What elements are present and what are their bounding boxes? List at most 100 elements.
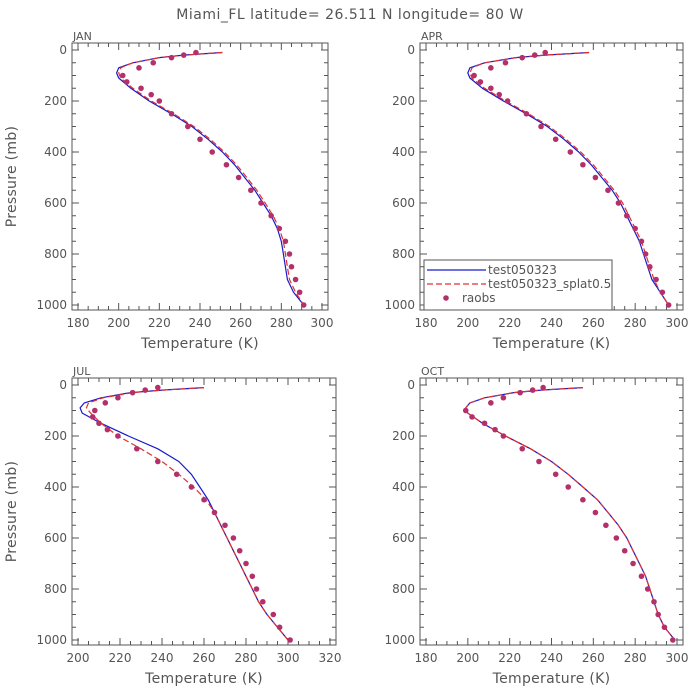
- raobs-point: [529, 387, 536, 393]
- raobs-point: [193, 49, 199, 56]
- raobs-point: [92, 407, 98, 414]
- legend-label: raobs: [462, 291, 496, 305]
- y-tick-label: 0: [407, 378, 415, 392]
- y-tick-label: 1000: [36, 633, 67, 647]
- raobs-point: [613, 535, 620, 541]
- raobs-point: [492, 426, 498, 433]
- raobs-point: [173, 471, 180, 478]
- raobs-point: [119, 72, 126, 79]
- raobs-point: [638, 238, 645, 245]
- raobs-point: [538, 123, 544, 130]
- panel-label: JUL: [72, 365, 91, 378]
- raobs-point: [565, 484, 572, 490]
- series-raobs: [119, 49, 307, 308]
- plot-frame: [71, 377, 337, 646]
- raobs-point: [201, 496, 207, 503]
- raobs-point: [287, 637, 293, 643]
- raobs-point: [477, 79, 484, 85]
- raobs-point: [615, 200, 622, 206]
- raobs-point: [592, 509, 599, 516]
- raobs-point: [282, 238, 289, 245]
- raobs-point: [243, 560, 249, 567]
- raobs-point: [148, 91, 154, 98]
- series-model-line: [115, 51, 305, 306]
- raobs-point: [519, 54, 526, 61]
- raobs-point: [102, 400, 109, 406]
- plot-frame: [419, 377, 684, 646]
- panels: 180 200 220 240 260 280 300 0 200 400 600 800 1000 JA…: [4, 30, 688, 687]
- x-tick-label: 200: [67, 651, 90, 665]
- raobs-point: [129, 389, 136, 396]
- raobs-point: [644, 586, 651, 592]
- x-tick-label: 280: [270, 316, 293, 330]
- raobs-point: [552, 136, 559, 143]
- raobs-point: [300, 302, 307, 308]
- y-tick-label: 600: [392, 196, 415, 210]
- raobs-point: [481, 420, 488, 427]
- raobs-point: [155, 458, 161, 465]
- raobs-point: [276, 624, 283, 631]
- raobs-point: [115, 394, 121, 401]
- raobs-point: [96, 420, 102, 427]
- x-tick-label: 240: [540, 651, 563, 665]
- y-tick-label: 400: [44, 480, 67, 494]
- raobs-point: [580, 161, 586, 168]
- y-tick-label: 800: [44, 247, 67, 261]
- raobs-point: [488, 400, 494, 406]
- x-tick-label: 220: [498, 651, 521, 665]
- y-tick-label: 600: [44, 531, 67, 545]
- panel-label: JAN: [72, 30, 92, 43]
- raobs-point: [292, 276, 299, 283]
- raobs-point: [542, 49, 549, 56]
- raobs-point: [134, 445, 140, 452]
- raobs-point: [168, 54, 175, 61]
- raobs-point: [268, 212, 274, 219]
- y-tick-label: 1000: [384, 298, 415, 312]
- raobs-point: [665, 302, 672, 308]
- x-axis-label: Temperature (K): [492, 336, 611, 352]
- y-tick-label: 600: [44, 196, 67, 210]
- raobs-point: [653, 276, 659, 283]
- raobs-point: [500, 433, 507, 439]
- x-tick-label: 180: [67, 316, 90, 330]
- x-tick-label: 240: [151, 651, 174, 665]
- raobs-point: [638, 573, 645, 580]
- raobs-point: [155, 384, 161, 391]
- series-raobs: [471, 49, 672, 308]
- raobs-point: [661, 624, 668, 631]
- y-tick-label: 200: [392, 429, 415, 443]
- raobs-point: [222, 522, 228, 529]
- series-raobs: [462, 384, 676, 643]
- raobs-point: [236, 547, 243, 554]
- panel-jan: 180 200 220 240 260 280 300 0 200 400 600 800 1000 JA…: [4, 30, 333, 352]
- x-tick-label: 240: [189, 316, 212, 330]
- x-tick-label: 300: [277, 651, 300, 665]
- raobs-point: [496, 91, 503, 98]
- x-tick-label: 220: [109, 651, 132, 665]
- series-raobs: [89, 384, 293, 643]
- x-tick-label: 220: [148, 316, 171, 330]
- panel-label: APR: [421, 30, 443, 43]
- raobs-point: [276, 225, 283, 232]
- raobs-point: [248, 187, 254, 194]
- y-tick-label: 0: [59, 43, 67, 57]
- plot-frame: [71, 42, 329, 311]
- x-tick-label: 260: [582, 651, 605, 665]
- raobs-point: [296, 289, 303, 296]
- y-tick-label: 800: [44, 582, 67, 596]
- y-tick-label: 400: [392, 480, 415, 494]
- y-tick-label: 800: [392, 582, 415, 596]
- raobs-point: [185, 123, 191, 130]
- x-tick-label: 260: [229, 316, 252, 330]
- raobs-point: [536, 458, 542, 465]
- raobs-point: [632, 225, 638, 232]
- raobs-point: [462, 407, 469, 414]
- raobs-point: [104, 426, 111, 433]
- raobs-point: [288, 263, 295, 270]
- raobs-point: [471, 72, 477, 79]
- raobs-point: [188, 484, 195, 490]
- raobs-point: [230, 535, 237, 541]
- raobs-point: [580, 496, 586, 503]
- raobs-point: [523, 110, 530, 117]
- raobs-point: [180, 52, 187, 58]
